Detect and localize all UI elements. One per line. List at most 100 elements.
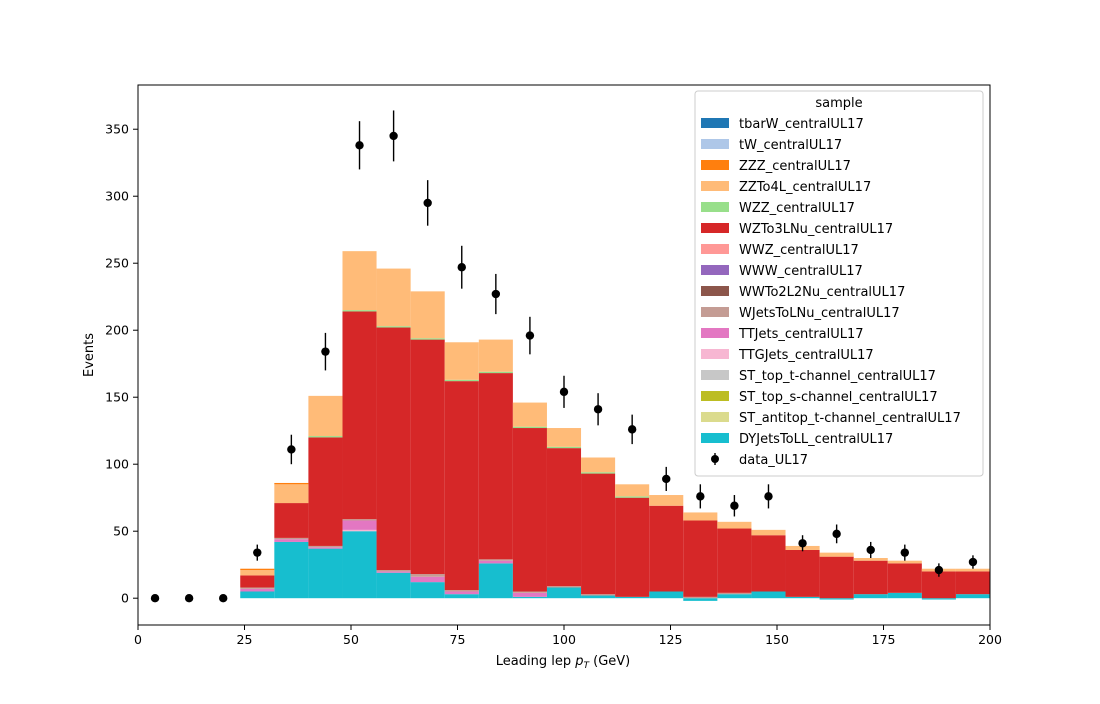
bar-segment-WZTo3LNu_centralUL17-bin-10 (581, 473, 616, 595)
data-point-2 (219, 594, 228, 603)
legend-label-WJetsToLNu_centralUL17: WJetsToLNu_centralUL17 (739, 306, 900, 321)
y-tick-label-300: 300 (105, 189, 129, 204)
y-tick-label-50: 50 (113, 524, 129, 539)
bar-segment-WZTo3LNu_centralUL17-bin-11 (615, 497, 650, 597)
bar-segment-DYJetsToLL_centralUL17-bin-2 (308, 548, 343, 599)
data-point-21 (866, 545, 875, 555)
data-point-1 (184, 594, 194, 603)
x-axis-label-symbol: p (574, 654, 583, 669)
data-point-22 (900, 548, 909, 557)
legend-label-TTJets_centralUL17: TTJets_centralUL17 (738, 327, 864, 342)
y-tick-label-0: 0 (121, 591, 129, 606)
data-point-16 (696, 492, 705, 501)
legend-label-ZZTo4L_centralUL17: ZZTo4L_centralUL17 (739, 180, 871, 195)
bar-segment-WJetsToLNu_centralUL17-bin-14 (717, 592, 752, 595)
bar-segment-ZZTo4L_centralUL17-bin-21 (955, 568, 990, 572)
bar-segment-WZZ_centralUL17-bin-9 (546, 446, 582, 449)
bar-segment-ZZTo4L_centralUL17-bin-17 (819, 552, 854, 557)
legend-swatch-WWTo2L2Nu_centralUL17 (701, 286, 729, 296)
bar-segment-DYJetsToLL_centralUL17-bin-10 (581, 595, 616, 599)
legend-swatch-WWZ_centralUL17 (701, 244, 729, 254)
bar-segment-DYJetsToLL_centralUL17-bin-6 (444, 594, 479, 599)
data-point-6 (355, 141, 364, 150)
bar-segment-ZZTo4L_centralUL17-bin-12 (649, 495, 684, 506)
bar-segment-DYJetsToLL_centralUL17-bin-16 (785, 596, 820, 599)
data-point-8 (423, 198, 432, 208)
bar-segment-WJetsToLNu_centralUL17-bin-7 (478, 559, 513, 561)
data-point-19 (798, 539, 807, 548)
legend-title: sample (815, 96, 862, 111)
x-axis-label: Leading lep pT (GeV) (496, 654, 630, 671)
bar-segment-DYJetsToLL_centralUL17-bin-18 (853, 594, 888, 599)
bar-segment-DYJetsToLL_centralUL17-bin-12 (649, 591, 684, 599)
bar-segment-TTJets_centralUL17-bin-1 (274, 539, 309, 542)
bar-segment-TTJets_centralUL17-bin-6 (444, 591, 479, 595)
legend-label-WWTo2L2Nu_centralUL17: WWTo2L2Nu_centralUL17 (739, 285, 905, 300)
bar-segment-WZTo3LNu_centralUL17-bin-3 (342, 311, 377, 520)
bar-segment-WZTo3LNu_centralUL17-bin-18 (853, 560, 888, 595)
legend-label-ST_antitop_t-channel_centralUL17: ST_antitop_t-channel_centralUL17 (739, 411, 961, 426)
bar-segment-WZTo3LNu_centralUL17-bin-2 (308, 437, 343, 546)
x-tick-label-150: 150 (765, 632, 789, 647)
bar-segment-ZZTo4L_centralUL17-bin-7 (478, 339, 513, 372)
bar-segment-WJetsToLNu_centralUL17-bin-8 (512, 591, 547, 593)
y-tick-label-350: 350 (105, 122, 129, 137)
bar-segment-DYJetsToLL_centralUL17-bin-20 (921, 598, 956, 600)
bar-segment-ZZTo4L_centralUL17-bin-3 (342, 251, 377, 311)
legend-swatch-tW_centralUL17 (701, 139, 729, 149)
bar-segment-ZZTo4L_centralUL17-bin-15 (751, 529, 786, 536)
bars-layer (240, 251, 990, 601)
bar-segment-DYJetsToLL_centralUL17-bin-9 (546, 587, 582, 599)
bar-segment-WZZ_centralUL17-bin-4 (376, 326, 411, 328)
bar-segment-TTGJets_centralUL17-bin-3 (342, 529, 377, 532)
data-point-23 (934, 565, 944, 575)
bar-segment-WJetsToLNu_centralUL17-bin-9 (546, 586, 582, 588)
bar-segment-WZZ_centralUL17-bin-6 (444, 379, 479, 382)
bar-segment-WZTo3LNu_centralUL17-bin-6 (444, 381, 479, 591)
bar-segment-WZTo3LNu_centralUL17-bin-16 (785, 549, 820, 597)
bar-segment-DYJetsToLL_centralUL17-bin-5 (410, 582, 445, 599)
bar-segment-WJetsToLNu_centralUL17-bin-1 (274, 537, 309, 540)
data-point-20 (832, 529, 841, 539)
data-point-0 (150, 594, 160, 603)
bar-segment-WZZ_centralUL17-bin-2 (308, 436, 343, 438)
x-tick-label-75: 75 (450, 632, 466, 647)
bar-segment-WJetsToLNu_centralUL17-bin-0 (240, 587, 275, 589)
data-point-17 (730, 501, 739, 510)
bar-segment-TTJets_centralUL17-bin-4 (376, 571, 411, 573)
data-point-14 (627, 425, 637, 434)
data-point-10 (491, 289, 501, 299)
bar-segment-ZZTo4L_centralUL17-bin-5 (410, 291, 445, 339)
bar-segment-ZZTo4L_centralUL17-bin-11 (615, 484, 650, 497)
bar-segment-DYJetsToLL_centralUL17-bin-13 (683, 598, 718, 601)
bar-segment-WZZ_centralUL17-bin-3 (342, 310, 377, 312)
bar-segment-WZTo3LNu_centralUL17-bin-1 (274, 503, 309, 538)
legend-entries: tbarW_centralUL17 tW_centralUL17 ZZZ_centr… (701, 117, 961, 468)
x-tick-label-200: 200 (978, 632, 1002, 647)
bar-segment-DYJetsToLL_centralUL17-bin-7 (478, 563, 513, 599)
bar-segment-TTJets_centralUL17-bin-0 (240, 588, 275, 592)
data-points-layer (150, 110, 978, 603)
data-point-7 (389, 131, 398, 141)
bar-segment-WZZ_centralUL17-bin-10 (581, 472, 616, 474)
bar-segment-WJetsToLNu_centralUL17-bin-13 (683, 596, 718, 599)
legend-swatch-tbarW_centralUL17 (701, 118, 729, 128)
legend-swatch-ST_antitop_t-channel_centralUL17 (701, 412, 729, 422)
x-tick-label-50: 50 (343, 632, 359, 647)
y-tick-label-100: 100 (105, 457, 129, 472)
x-tick-label-25: 25 (237, 632, 253, 647)
bar-segment-WZTo3LNu_centralUL17-bin-0 (240, 575, 275, 588)
bar-segment-ZZZ_centralUL17-bin-0 (240, 568, 275, 571)
x-axis-label-unit: (GeV) (589, 654, 630, 669)
x-axis-label-text: Leading lep (496, 654, 575, 669)
bar-segment-ZZTo4L_centralUL17-bin-4 (376, 268, 411, 327)
bar-segment-ZZTo4L_centralUL17-bin-9 (546, 428, 582, 447)
legend-swatch-DYJetsToLL_centralUL17 (701, 433, 729, 443)
bar-segment-WZTo3LNu_centralUL17-bin-14 (717, 528, 752, 593)
legend-label-tbarW_centralUL17: tbarW_centralUL17 (739, 117, 864, 132)
bar-segment-TTJets_centralUL17-bin-5 (410, 576, 445, 583)
bar-segment-WZTo3LNu_centralUL17-bin-5 (410, 339, 445, 575)
bar-segment-WZTo3LNu_centralUL17-bin-19 (887, 563, 922, 593)
bar-segment-DYJetsToLL_centralUL17-bin-11 (615, 596, 650, 599)
